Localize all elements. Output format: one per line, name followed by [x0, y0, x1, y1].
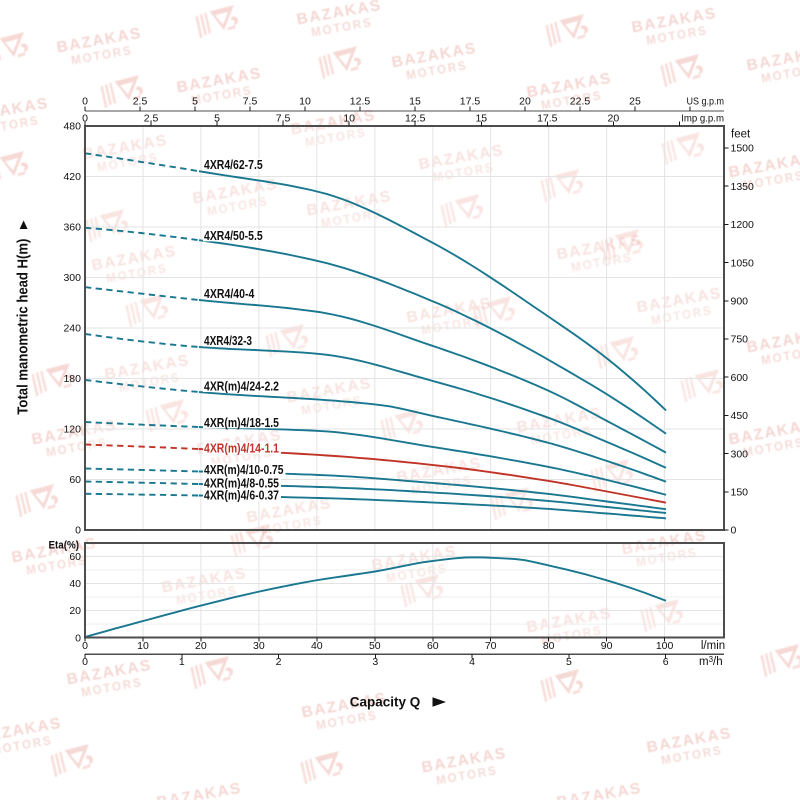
svg-text:0: 0: [731, 525, 737, 537]
svg-text:Imp g.p.m: Imp g.p.m: [681, 113, 724, 125]
svg-text:m3/h: m3/h: [699, 655, 723, 668]
svg-text:4XR(m)4/6-0.37: 4XR(m)4/6-0.37: [204, 489, 279, 503]
svg-text:feet: feet: [731, 129, 751, 141]
svg-text:4XR(m)4/8-0.55: 4XR(m)4/8-0.55: [204, 477, 279, 491]
svg-text:1200: 1200: [731, 219, 755, 231]
svg-text:4XR(m)4/24-2.2: 4XR(m)4/24-2.2: [204, 380, 279, 394]
svg-text:4XR(m)4/18-1.5: 4XR(m)4/18-1.5: [204, 416, 279, 430]
svg-text:20: 20: [519, 96, 531, 108]
svg-text:60: 60: [69, 474, 81, 486]
svg-text:300: 300: [731, 448, 749, 460]
svg-text:600: 600: [731, 372, 749, 384]
svg-text:3: 3: [372, 656, 378, 668]
svg-text:5: 5: [192, 96, 198, 108]
svg-text:90: 90: [601, 640, 613, 652]
svg-text:150: 150: [731, 487, 749, 499]
svg-text:Eta(%): Eta(%): [49, 539, 80, 551]
svg-text:30: 30: [253, 640, 265, 652]
svg-text:360: 360: [63, 222, 81, 234]
svg-text:4: 4: [469, 656, 475, 668]
svg-text:20: 20: [195, 640, 207, 652]
svg-text:80: 80: [543, 640, 555, 652]
svg-text:20: 20: [608, 113, 620, 125]
svg-text:120: 120: [63, 424, 81, 436]
svg-text:2: 2: [276, 656, 282, 668]
svg-text:40: 40: [311, 640, 323, 652]
svg-text:10: 10: [137, 640, 149, 652]
svg-text:15: 15: [475, 113, 487, 125]
svg-text:60: 60: [69, 551, 81, 563]
svg-text:10: 10: [343, 113, 355, 125]
svg-text:420: 420: [63, 171, 81, 183]
svg-text:0: 0: [82, 656, 88, 668]
svg-text:0: 0: [82, 96, 88, 108]
svg-text:22.5: 22.5: [570, 96, 591, 108]
svg-text:2.5: 2.5: [144, 113, 159, 125]
svg-text:4XR4/40-4: 4XR4/40-4: [204, 287, 254, 301]
svg-text:70: 70: [485, 640, 497, 652]
svg-text:5: 5: [566, 656, 572, 668]
svg-text:480: 480: [63, 121, 81, 133]
svg-text:7.5: 7.5: [276, 113, 291, 125]
svg-text:0: 0: [75, 632, 81, 644]
svg-text:1350: 1350: [731, 181, 755, 193]
svg-text:2.5: 2.5: [133, 96, 148, 108]
svg-text:Capacity Q: Capacity Q: [350, 694, 421, 710]
svg-text:60: 60: [427, 640, 439, 652]
svg-text:1: 1: [179, 656, 185, 668]
svg-text:50: 50: [369, 640, 381, 652]
svg-text:7.5: 7.5: [243, 96, 258, 108]
svg-text:Total manometric head H(m): Total manometric head H(m): [15, 238, 31, 414]
svg-text:300: 300: [63, 272, 81, 284]
svg-text:5: 5: [214, 113, 220, 125]
svg-text:15: 15: [409, 96, 421, 108]
svg-text:US g.p.m: US g.p.m: [687, 96, 725, 108]
svg-text:17.5: 17.5: [460, 96, 481, 108]
svg-text:40: 40: [69, 578, 81, 590]
svg-text:10: 10: [299, 96, 311, 108]
svg-text:450: 450: [731, 410, 749, 422]
svg-text:1050: 1050: [731, 257, 755, 269]
svg-text:900: 900: [731, 296, 749, 308]
svg-text:12.5: 12.5: [350, 96, 371, 108]
svg-text:12.5: 12.5: [405, 113, 426, 125]
svg-text:1500: 1500: [731, 143, 755, 155]
svg-text:0: 0: [75, 525, 81, 537]
svg-text:20: 20: [69, 605, 81, 617]
svg-text:l/min: l/min: [701, 640, 725, 652]
svg-text:4XR(m)4/10-0.75: 4XR(m)4/10-0.75: [204, 463, 284, 477]
svg-text:4XR4/62-7.5: 4XR4/62-7.5: [204, 158, 263, 172]
svg-text:0: 0: [82, 640, 88, 652]
svg-text:4XR4/32-3: 4XR4/32-3: [204, 334, 252, 348]
svg-text:180: 180: [63, 373, 81, 385]
svg-text:6: 6: [663, 656, 669, 668]
svg-text:100: 100: [656, 640, 674, 652]
svg-text:4XR(m)4/14-1.1: 4XR(m)4/14-1.1: [204, 441, 279, 455]
svg-text:17.5: 17.5: [537, 113, 558, 125]
svg-text:0: 0: [82, 113, 88, 125]
svg-text:240: 240: [63, 323, 81, 335]
svg-text:750: 750: [731, 334, 749, 346]
svg-text:4XR4/50-5.5: 4XR4/50-5.5: [204, 229, 263, 243]
svg-text:25: 25: [629, 96, 641, 108]
